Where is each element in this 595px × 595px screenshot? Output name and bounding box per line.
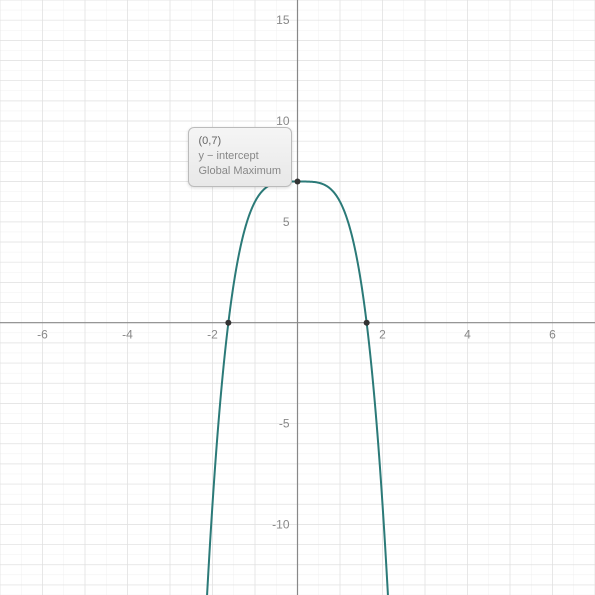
x-tick-label: 4 bbox=[464, 328, 471, 342]
graph-container: -6 -4 -2 2 4 6 -10 -5 5 10 15 (0,7) y − intercept … bbox=[0, 0, 595, 595]
y-tick-label: 10 bbox=[276, 114, 290, 128]
point-tooltip: (0,7) y − intercept Global Maximum bbox=[188, 127, 293, 187]
tooltip-coord: (0,7) bbox=[199, 134, 282, 149]
x-tick-label: 6 bbox=[549, 328, 556, 342]
marked-point[interactable] bbox=[364, 320, 370, 326]
y-tick-label: 5 bbox=[283, 215, 290, 229]
tooltip-line1: y − intercept bbox=[199, 149, 282, 164]
x-tick-label: -6 bbox=[37, 328, 48, 342]
x-tick-label: -2 bbox=[207, 328, 218, 342]
graph-svg[interactable]: -6 -4 -2 2 4 6 -10 -5 5 10 15 bbox=[0, 0, 595, 595]
tooltip-line2: Global Maximum bbox=[199, 164, 282, 179]
y-tick-label: -10 bbox=[272, 517, 290, 531]
x-tick-label: 2 bbox=[379, 328, 386, 342]
x-tick-label: -4 bbox=[122, 328, 133, 342]
y-tick-label: 15 bbox=[276, 13, 290, 27]
marked-point[interactable] bbox=[225, 320, 231, 326]
marked-point[interactable] bbox=[295, 179, 301, 185]
axes bbox=[0, 0, 595, 595]
y-tick-label: -5 bbox=[279, 417, 290, 431]
